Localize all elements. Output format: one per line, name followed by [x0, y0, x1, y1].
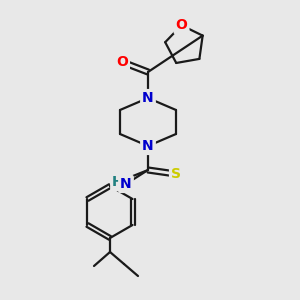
Text: O: O [116, 55, 128, 69]
Text: N: N [142, 91, 154, 105]
Text: N: N [142, 139, 154, 153]
Text: H: H [112, 175, 124, 189]
Text: N: N [120, 177, 132, 191]
Text: S: S [171, 167, 181, 181]
Text: O: O [176, 18, 188, 32]
